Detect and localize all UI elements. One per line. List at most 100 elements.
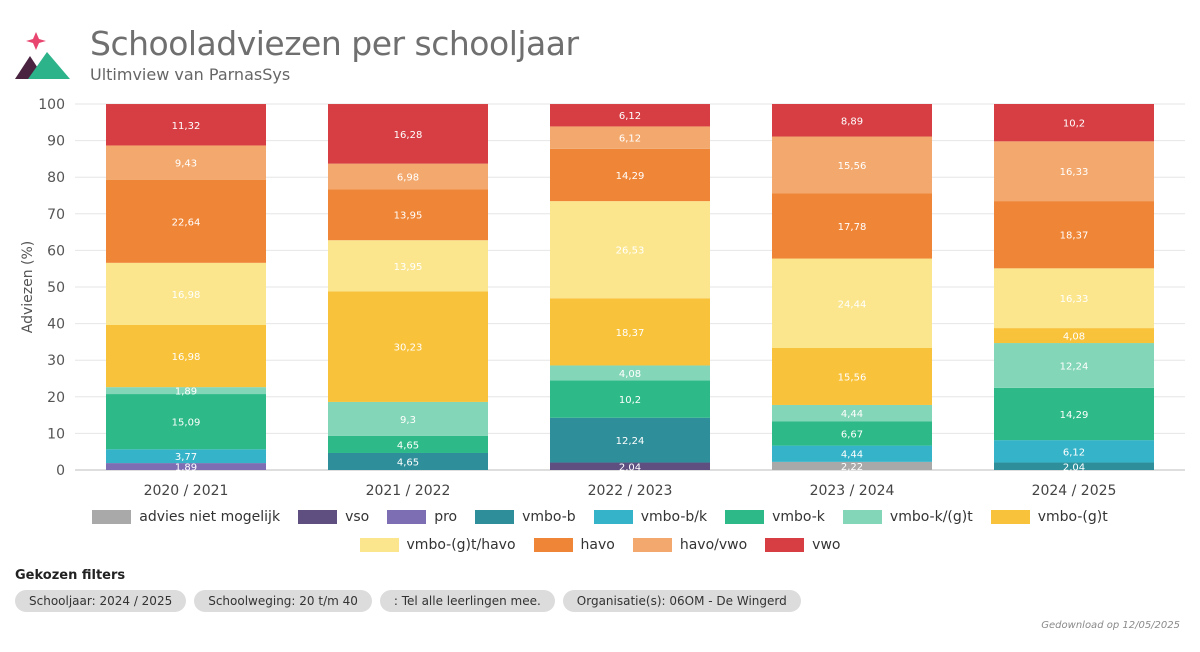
legend-item[interactable]: vwo [765, 535, 840, 555]
bar-segment[interactable] [106, 104, 266, 146]
data-label: 16,33 [1060, 294, 1089, 305]
y-tick-label: 30 [47, 353, 65, 369]
bar-segment[interactable] [994, 268, 1154, 329]
bar-segment[interactable] [550, 126, 710, 149]
data-label: 6,12 [619, 134, 641, 145]
bar-segment[interactable] [328, 435, 488, 453]
filter-chip-schooljaar[interactable]: Schooljaar: 2024 / 2025 [15, 590, 187, 612]
bar-segment[interactable] [106, 463, 266, 470]
page-title: Schooladviezen per schooljaar [90, 24, 579, 63]
bar-segment[interactable] [994, 462, 1154, 470]
bar-segment[interactable] [328, 291, 488, 402]
data-label: 26,53 [616, 246, 645, 257]
bar-segment[interactable] [106, 394, 266, 450]
filter-chip-organisatie[interactable]: Organisatie(s): 06OM - De Wingerd [562, 590, 801, 612]
legend-swatch [765, 538, 805, 552]
filter-chip-schoolweging[interactable]: Schoolweging: 20 t/m 40 [194, 590, 372, 612]
bar-segment[interactable] [550, 201, 710, 299]
bar-segment[interactable] [106, 179, 266, 263]
data-label: 2,22 [841, 462, 863, 473]
bar-segment[interactable] [772, 461, 932, 470]
bar-segment[interactable] [994, 141, 1154, 202]
legend-item[interactable]: vmbo-b/k [593, 507, 707, 527]
legend-swatch [359, 538, 399, 552]
bar-segment[interactable] [994, 343, 1154, 388]
bar-segment[interactable] [106, 145, 266, 180]
data-label: 18,37 [1060, 231, 1089, 242]
bar-segment[interactable] [550, 148, 710, 202]
bar-segment[interactable] [994, 104, 1154, 142]
legend-label: vmbo-(g)t/havo [406, 537, 516, 553]
legend-swatch [842, 510, 882, 524]
legend-label: vmbo-k [772, 509, 825, 525]
bar-segment[interactable] [106, 387, 266, 395]
legend-label: vso [345, 509, 370, 525]
data-label: 1,89 [175, 463, 197, 474]
bar-segment[interactable] [328, 163, 488, 190]
legend-swatch [593, 510, 633, 524]
data-label: 12,24 [1060, 361, 1089, 372]
bar-segment[interactable] [772, 445, 932, 462]
legend-swatch [632, 538, 672, 552]
bar-segment[interactable] [772, 258, 932, 349]
bar-segment[interactable] [772, 421, 932, 446]
data-label: 24,44 [838, 299, 867, 310]
filter-chip-leerlingen[interactable]: : Tel alle leerlingen mee. [379, 590, 555, 612]
legend-item[interactable]: havo/vwo [632, 535, 747, 555]
legend-item[interactable]: vmbo-b [475, 507, 576, 527]
x-tick-label: 2021 / 2022 [366, 483, 451, 499]
bar-segment[interactable] [550, 298, 710, 366]
bar-segment[interactable] [106, 262, 266, 325]
bar-segment[interactable] [106, 324, 266, 388]
bar-segment[interactable] [550, 365, 710, 381]
bar-segment[interactable] [772, 136, 932, 194]
legend-item[interactable]: vso [298, 507, 369, 527]
legend-label: havo [580, 537, 615, 553]
bar-segment[interactable] [994, 328, 1154, 344]
stacked-bar-chart: 1,893,7715,091,8916,9816,9822,649,4311,3… [20, 97, 1185, 499]
legend-item[interactable]: havo [533, 535, 615, 555]
data-label: 16,28 [394, 130, 423, 141]
legend-label: advies niet mogelijk [139, 509, 281, 525]
bar-segment[interactable] [550, 417, 710, 463]
legend-item[interactable]: vmbo-k/(g)t [842, 507, 973, 527]
data-label: 13,95 [394, 211, 423, 222]
page-subtitle: Ultimview van ParnasSys [90, 65, 291, 84]
bar-segment[interactable] [328, 452, 488, 470]
data-label: 15,56 [838, 161, 867, 172]
bars [106, 104, 1154, 470]
bar-segment[interactable] [772, 193, 932, 259]
bar-segment[interactable] [550, 462, 710, 470]
logo-icon [15, 32, 70, 79]
data-label: 14,29 [1060, 410, 1089, 421]
legend-item[interactable]: vmbo-k [725, 507, 825, 527]
axes: 0 10 20 30 40 50 60 70 80 90 100 Adviezen (%) 2020 /… [20, 97, 1116, 499]
bar-segment[interactable] [994, 201, 1154, 269]
y-tick-label: 90 [47, 134, 65, 150]
data-label: 6,98 [397, 172, 419, 183]
data-labels: 1,893,7715,091,8916,9816,9822,649,4311,3… [172, 111, 1089, 473]
data-label: 6,67 [841, 429, 863, 440]
legend-item[interactable]: pro [387, 507, 457, 527]
bar-segment[interactable] [772, 348, 932, 405]
bar-segment[interactable] [550, 380, 710, 418]
bar-segment[interactable] [106, 449, 266, 464]
bar-segment[interactable] [772, 104, 932, 137]
bar-segment[interactable] [328, 240, 488, 292]
data-label: 17,78 [838, 222, 867, 233]
bar-segment[interactable] [328, 104, 488, 164]
bar-segment[interactable] [994, 440, 1154, 463]
legend-item[interactable]: advies niet mogelijk [92, 507, 280, 527]
bar-segment[interactable] [328, 401, 488, 436]
bar-segment[interactable] [328, 189, 488, 241]
y-tick-label: 80 [47, 170, 65, 186]
bar-segment[interactable] [994, 387, 1154, 441]
data-label: 16,33 [1060, 167, 1089, 178]
bar-segment[interactable] [772, 404, 932, 422]
y-tick-label: 40 [47, 317, 65, 333]
legend-item[interactable]: vmbo-(g)t [990, 507, 1108, 527]
legend-item[interactable]: vmbo-(g)t/havo [359, 535, 516, 555]
bar-segment[interactable] [550, 104, 710, 127]
data-label: 9,43 [175, 159, 197, 170]
legend-swatch [298, 510, 338, 524]
